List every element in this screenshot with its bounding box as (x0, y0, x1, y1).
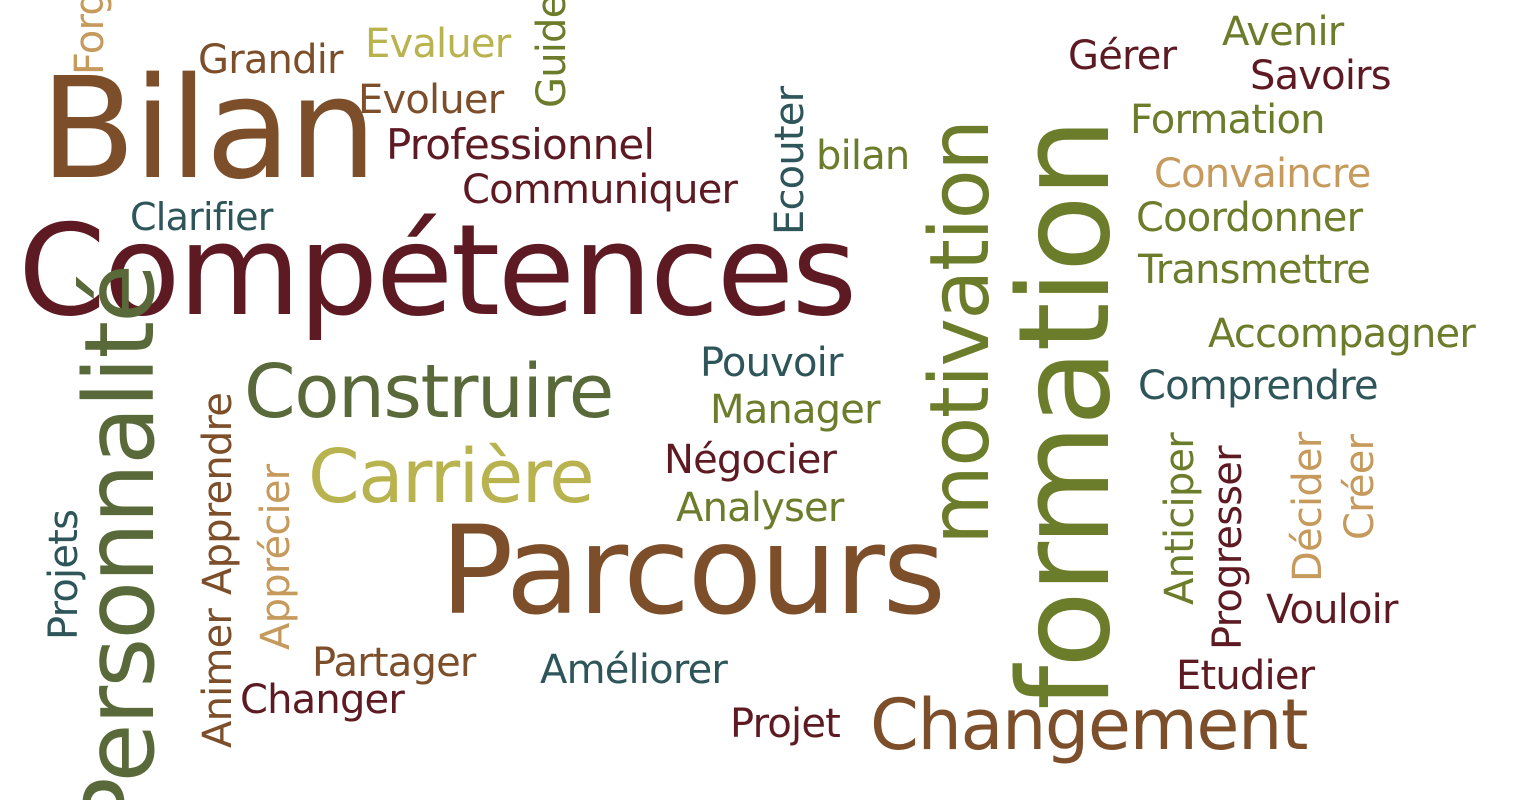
word-convaincre: Convaincre (1154, 151, 1371, 197)
word-coordonner: Coordonner (1136, 195, 1363, 241)
word-projets: Projets (41, 509, 87, 640)
word-evoluer: Evoluer (358, 77, 504, 123)
word-formation-vertical: formation (991, 120, 1138, 710)
word-comprendre: Comprendre (1138, 363, 1379, 409)
word-negocier: Négocier (664, 437, 837, 483)
word-bilan: Bilan (40, 48, 377, 211)
word-partager: Partager (312, 640, 476, 686)
word-anticiper: Anticiper (1157, 433, 1203, 605)
word-pouvoir: Pouvoir (700, 340, 843, 386)
word-manager: Manager (710, 387, 881, 433)
word-apprecier: Apprécier (253, 464, 299, 650)
word-progresser: Progresser (1205, 446, 1251, 650)
word-apprendre: Apprendre (195, 392, 241, 595)
word-evaluer: Evaluer (365, 21, 511, 67)
word-accompagner: Accompagner (1208, 311, 1476, 357)
word-decider: Décider (1285, 432, 1331, 582)
word-changement: Changement (870, 684, 1308, 766)
word-forger: Forger (67, 0, 113, 75)
word-carriere: Carrière (308, 434, 595, 520)
word-transmettre: Transmettre (1138, 247, 1371, 293)
word-ecouter: Ecouter (767, 86, 813, 235)
word-professionnel: Professionnel (386, 120, 655, 169)
word-formation-small: Formation (1130, 97, 1326, 143)
word-avenir: Avenir (1222, 9, 1344, 55)
word-communiquer: Communiquer (462, 167, 738, 213)
word-savoirs: Savoirs (1250, 53, 1392, 99)
word-projet: Projet (730, 701, 841, 747)
word-bilan-small: bilan (816, 133, 910, 179)
word-motivation: motivation (913, 120, 1008, 545)
word-analyser: Analyser (676, 485, 844, 531)
word-creer: Créer (1337, 434, 1383, 540)
word-parcours: Parcours (440, 500, 946, 642)
word-changer: Changer (240, 677, 405, 723)
word-vouloir: Vouloir (1266, 587, 1398, 633)
word-grandir: Grandir (198, 37, 343, 83)
word-construire: Construire (244, 349, 614, 435)
word-ameliorer: Améliorer (540, 647, 728, 693)
word-clarifier: Clarifier (130, 195, 273, 239)
word-animer: Animer (195, 608, 241, 748)
word-etudier: Etudier (1176, 653, 1315, 699)
word-competences: Compétences (18, 197, 857, 344)
word-guide: Guide (529, 0, 575, 108)
word-gerer: Gérer (1068, 33, 1177, 79)
